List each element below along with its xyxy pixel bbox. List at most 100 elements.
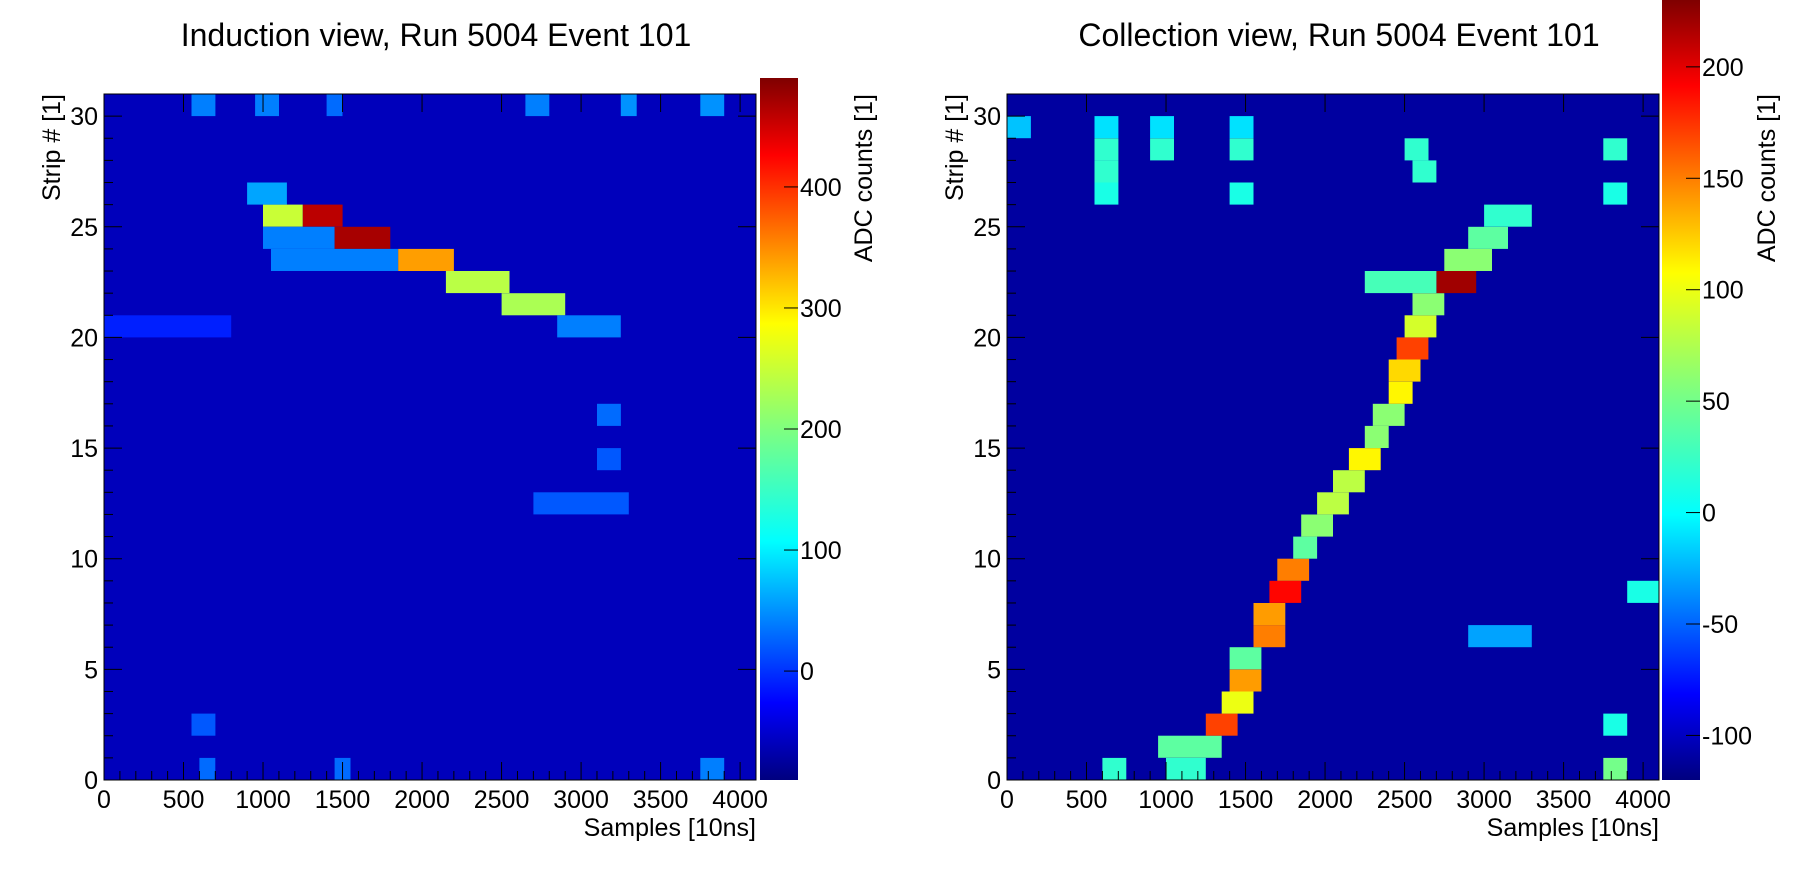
heatmap-cell bbox=[1229, 116, 1254, 139]
y-tick-label: 0 bbox=[987, 767, 1001, 795]
color-bar-tick-label: -50 bbox=[1702, 611, 1738, 639]
heatmap-cell bbox=[247, 182, 287, 205]
y-tick-label: 20 bbox=[973, 324, 1001, 352]
x-axis-label: Samples [10ns] bbox=[584, 814, 756, 842]
heatmap-cell bbox=[1166, 757, 1206, 780]
heatmap-cell bbox=[501, 293, 566, 316]
color-bar-tick-label: 200 bbox=[800, 416, 842, 444]
heatmap-cell bbox=[1221, 691, 1254, 714]
heatmap-cell bbox=[1301, 514, 1333, 537]
heatmap-cell bbox=[1094, 116, 1119, 139]
heatmap-cell bbox=[1229, 138, 1254, 161]
heatmap-cell bbox=[1333, 470, 1365, 493]
heatmap-cell bbox=[1404, 315, 1437, 338]
color-bar-tick-label: -100 bbox=[1702, 722, 1752, 750]
x-tick-label: 0 bbox=[1000, 786, 1014, 814]
heatmap-cell bbox=[334, 226, 391, 249]
color-bar-tick-label: 300 bbox=[800, 295, 842, 323]
x-tick-label: 1000 bbox=[235, 786, 291, 814]
plot-background bbox=[104, 94, 756, 780]
y-tick-label: 30 bbox=[70, 103, 98, 131]
heatmap-cell bbox=[271, 248, 399, 271]
heatmap-cell bbox=[1412, 160, 1437, 183]
heatmap-cell bbox=[255, 94, 279, 117]
x-tick-label: 3000 bbox=[1456, 786, 1512, 814]
heatmap-cells bbox=[104, 94, 725, 780]
heatmap-cell bbox=[1603, 182, 1628, 205]
chart-title: Induction view, Run 5004 Event 101 bbox=[181, 17, 692, 53]
plot-frame bbox=[1006, 93, 1660, 781]
heatmap-cell bbox=[1229, 647, 1262, 670]
y-tick-label: 10 bbox=[973, 546, 1001, 574]
x-tick-label: 1500 bbox=[1218, 786, 1274, 814]
heatmap-cell bbox=[1603, 713, 1628, 736]
x-tick-label: 3500 bbox=[633, 786, 689, 814]
color-bar-gradient bbox=[1662, 0, 1700, 780]
x-tick-label: 2500 bbox=[1377, 786, 1433, 814]
x-axis-label: Samples [10ns] bbox=[1487, 814, 1659, 842]
y-tick-label: 15 bbox=[70, 435, 98, 463]
color-bar-tick-label: 100 bbox=[800, 537, 842, 565]
x-tick-label: 4000 bbox=[1615, 786, 1671, 814]
heatmap-cell bbox=[1404, 138, 1429, 161]
heatmap-cell bbox=[302, 204, 343, 227]
color-bar-tick-label: 50 bbox=[1702, 388, 1730, 416]
color-bar: 0 100 200 300 400 ADC counts [1] bbox=[760, 78, 878, 780]
heatmap-cell bbox=[1364, 271, 1437, 294]
x-tick-label: 3500 bbox=[1536, 786, 1592, 814]
heatmap-cell bbox=[533, 492, 629, 515]
heatmap-cell bbox=[1102, 757, 1127, 780]
heatmap-cell bbox=[1348, 448, 1381, 471]
heatmap-cell bbox=[1253, 603, 1286, 626]
x-tick-label: 4000 bbox=[712, 786, 768, 814]
heatmap-cell bbox=[1229, 669, 1262, 692]
chart-title: Collection view, Run 5004 Event 101 bbox=[1078, 17, 1599, 53]
heatmap-cell bbox=[1436, 271, 1477, 294]
heatmap-cell bbox=[1277, 558, 1310, 581]
heatmap-cells bbox=[1007, 116, 1659, 780]
heatmap-cell bbox=[1150, 116, 1174, 139]
x-axis: 0 500 1000 1500 2000 2500 3000 3500 4000Samples … bbox=[97, 94, 768, 842]
color-bar-label: ADC counts [1] bbox=[850, 94, 878, 262]
y-axis-label: Strip # [1] bbox=[38, 94, 66, 201]
heatmap-cell bbox=[1158, 735, 1222, 758]
heatmap-cell bbox=[1229, 182, 1254, 205]
x-tick-label: 2500 bbox=[474, 786, 530, 814]
heatmap-cell bbox=[1372, 403, 1405, 426]
y-tick-label: 25 bbox=[70, 214, 98, 242]
x-tick-label: 2000 bbox=[1297, 786, 1353, 814]
heatmap-cell bbox=[525, 94, 550, 117]
heatmap-cell bbox=[326, 94, 343, 117]
heatmap-cell bbox=[1388, 381, 1413, 404]
color-bar-label: ADC counts [1] bbox=[1753, 94, 1781, 262]
heatmap-cell bbox=[1253, 625, 1286, 648]
plot-background bbox=[1007, 94, 1659, 780]
heatmap-cell bbox=[1627, 580, 1659, 603]
heatmap-cell bbox=[191, 713, 216, 736]
y-tick-label: 5 bbox=[84, 656, 98, 684]
y-tick-label: 10 bbox=[70, 546, 98, 574]
heatmap-cell bbox=[1444, 248, 1492, 271]
heatmap-cell bbox=[199, 757, 216, 780]
y-tick-label: 5 bbox=[987, 656, 1001, 684]
heatmap-cell bbox=[1293, 536, 1318, 559]
heatmap-cell bbox=[1396, 337, 1429, 360]
heatmap-cell bbox=[1412, 293, 1445, 316]
heatmap-cell bbox=[1364, 425, 1389, 448]
color-bar-tick-label: 100 bbox=[1702, 277, 1744, 305]
heatmap-cell bbox=[1007, 116, 1031, 139]
x-tick-label: 500 bbox=[1066, 786, 1108, 814]
color-bar: -100 -50 0 50 100 150 200 ADC counts [1] bbox=[1662, 0, 1781, 780]
heatmap-cell bbox=[1094, 138, 1119, 161]
heatmap-cell bbox=[445, 271, 510, 294]
heatmap-cell bbox=[1094, 160, 1119, 183]
heatmap-cell bbox=[263, 204, 303, 227]
color-bar-tick-label: 400 bbox=[800, 174, 842, 202]
heatmap-cell bbox=[1269, 580, 1302, 603]
heatmap-cell bbox=[700, 94, 725, 117]
heatmap-cell bbox=[597, 403, 621, 426]
y-tick-label: 0 bbox=[84, 767, 98, 795]
